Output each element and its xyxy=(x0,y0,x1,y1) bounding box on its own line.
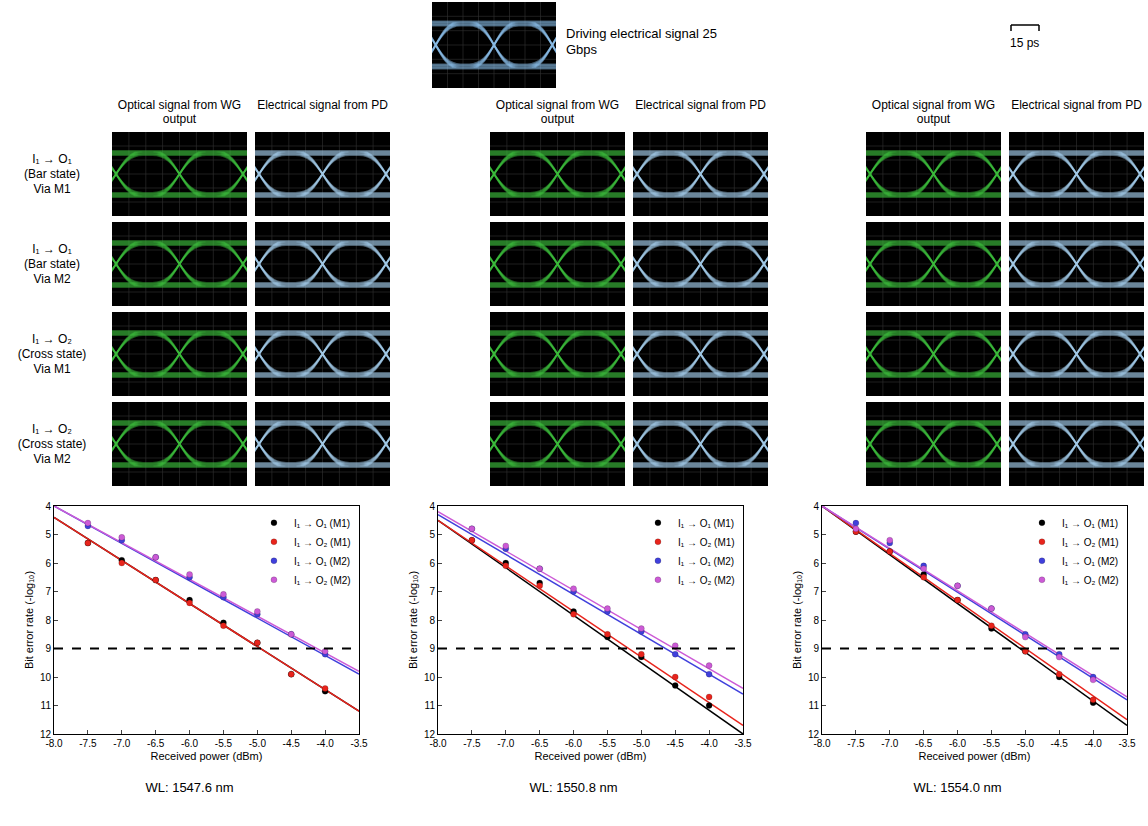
svg-text:Bit error rate (-log₁₀): Bit error rate (-log₁₀) xyxy=(791,571,803,669)
svg-text:-7.0: -7.0 xyxy=(113,738,131,749)
svg-text:8: 8 xyxy=(429,615,435,626)
svg-text:Received power (dBm): Received power (dBm) xyxy=(535,750,647,762)
svg-text:-4.0: -4.0 xyxy=(700,738,718,749)
html-text:WL: 1547.6 nm: WL: 1547.6 nm xyxy=(145,780,234,795)
svg-text:12: 12 xyxy=(40,729,52,740)
svg-text:I₁ → O₂ (M2): I₁ → O₂ (M2) xyxy=(294,575,351,586)
svg-text:-8.0: -8.0 xyxy=(813,738,831,749)
svg-text:12: 12 xyxy=(808,729,820,740)
html-text:Optical signal from WG output: Optical signal from WG output xyxy=(871,98,996,126)
svg-text:9: 9 xyxy=(45,643,51,654)
svg-text:-5.0: -5.0 xyxy=(1017,738,1035,749)
svg-text:9: 9 xyxy=(429,643,435,654)
svg-text:-6.5: -6.5 xyxy=(915,738,933,749)
html-text:(Cross state): (Cross state) xyxy=(17,436,87,451)
html-text:WL: 1554.0 nm: WL: 1554.0 nm xyxy=(913,780,1002,795)
svg-text:I₁ → O₁ (M1): I₁ → O₁ (M1) xyxy=(1062,518,1118,529)
html-text:Electrical signal from PD: Electrical signal from PD xyxy=(635,98,766,112)
svg-text:7: 7 xyxy=(813,586,819,597)
svg-text:-5.0: -5.0 xyxy=(249,738,267,749)
svg-text:-6.0: -6.0 xyxy=(565,738,583,749)
svg-text:Bit error rate (-log₁₀): Bit error rate (-log₁₀) xyxy=(23,571,35,669)
svg-text:4: 4 xyxy=(429,501,435,512)
svg-text:-7.0: -7.0 xyxy=(497,738,515,749)
svg-text:5: 5 xyxy=(45,529,51,540)
html-text:(Bar state): (Bar state) xyxy=(24,166,80,181)
svg-text:5: 5 xyxy=(813,529,819,540)
svg-text:6: 6 xyxy=(45,558,51,569)
svg-text:-3.5: -3.5 xyxy=(350,738,368,749)
svg-text:-5.0: -5.0 xyxy=(633,738,651,749)
html-text:I₁ → O₂: I₁ → O₂ xyxy=(32,421,72,436)
svg-text:10: 10 xyxy=(40,672,52,683)
html-text:(Cross state): (Cross state) xyxy=(17,346,87,361)
html-text:I₁ → O₂: I₁ → O₂ xyxy=(32,331,72,346)
svg-text:7: 7 xyxy=(429,586,435,597)
svg-text:-8.0: -8.0 xyxy=(429,738,447,749)
svg-text:11: 11 xyxy=(41,700,52,711)
svg-text:I₁ → O₂ (M2): I₁ → O₂ (M2) xyxy=(678,575,735,586)
svg-text:4: 4 xyxy=(45,501,51,512)
html-text:Via M2: Via M2 xyxy=(33,271,71,286)
svg-text:6: 6 xyxy=(429,558,435,569)
svg-text:-4.5: -4.5 xyxy=(1051,738,1069,749)
html-text:Driving electrical signal 25 G: Driving electrical signal 25 Gbps xyxy=(566,26,717,57)
html-text:WL: 1550.8 nm: WL: 1550.8 nm xyxy=(529,780,618,795)
svg-text:-8.0: -8.0 xyxy=(45,738,63,749)
svg-text:-3.5: -3.5 xyxy=(734,738,752,749)
html-text:Electrical signal from PD: Electrical signal from PD xyxy=(1011,98,1142,112)
svg-text:8: 8 xyxy=(813,615,819,626)
svg-text:6: 6 xyxy=(813,558,819,569)
svg-text:-4.0: -4.0 xyxy=(316,738,334,749)
svg-text:11: 11 xyxy=(809,700,820,711)
svg-text:-7.5: -7.5 xyxy=(847,738,865,749)
svg-text:-6.0: -6.0 xyxy=(949,738,967,749)
svg-text:8: 8 xyxy=(45,615,51,626)
svg-text:-5.5: -5.5 xyxy=(983,738,1001,749)
svg-text:7: 7 xyxy=(45,586,51,597)
svg-text:-6.5: -6.5 xyxy=(147,738,165,749)
html-text:I₁ → O₁: I₁ → O₁ xyxy=(32,151,72,166)
svg-text:I₁ → O₂ (M1): I₁ → O₂ (M1) xyxy=(294,537,351,548)
html-text:Optical signal from WG output: Optical signal from WG output xyxy=(117,98,242,126)
svg-text:Received power (dBm): Received power (dBm) xyxy=(151,750,263,762)
svg-text:-5.5: -5.5 xyxy=(215,738,233,749)
svg-text:10: 10 xyxy=(808,672,820,683)
svg-text:I₁ → O₁ (M2): I₁ → O₁ (M2) xyxy=(1062,556,1118,567)
svg-text:-7.5: -7.5 xyxy=(79,738,97,749)
svg-text:10: 10 xyxy=(424,672,436,683)
html-text:I₁ → O₁: I₁ → O₁ xyxy=(32,241,72,256)
svg-text:-4.0: -4.0 xyxy=(1084,738,1102,749)
svg-text:5: 5 xyxy=(429,529,435,540)
html-text:Via M1: Via M1 xyxy=(33,361,71,376)
html-text:(Bar state): (Bar state) xyxy=(24,256,80,271)
html-text:Optical signal from WG output: Optical signal from WG output xyxy=(495,98,620,126)
svg-text:I₁ → O₁ (M2): I₁ → O₁ (M2) xyxy=(294,556,350,567)
svg-text:Bit error rate (-log₁₀): Bit error rate (-log₁₀) xyxy=(407,571,419,669)
svg-text:I₁ → O₁ (M1): I₁ → O₁ (M1) xyxy=(294,518,350,529)
html-text:Via M1: Via M1 xyxy=(33,181,71,196)
svg-text:4: 4 xyxy=(813,501,819,512)
svg-text:-6.0: -6.0 xyxy=(181,738,199,749)
svg-text:-4.5: -4.5 xyxy=(283,738,301,749)
svg-text:-7.5: -7.5 xyxy=(463,738,481,749)
html-text:Via M2: Via M2 xyxy=(33,451,71,466)
svg-text:I₁ → O₂ (M1): I₁ → O₂ (M1) xyxy=(678,537,735,548)
svg-text:-6.5: -6.5 xyxy=(531,738,549,749)
svg-text:I₁ → O₁ (M2): I₁ → O₁ (M2) xyxy=(678,556,734,567)
svg-text:I₁ → O₁ (M1): I₁ → O₁ (M1) xyxy=(678,518,734,529)
html-text:15 ps: 15 ps xyxy=(1010,36,1040,50)
svg-text:9: 9 xyxy=(813,643,819,654)
svg-text:-3.5: -3.5 xyxy=(1118,738,1136,749)
svg-text:12: 12 xyxy=(424,729,436,740)
svg-text:-5.5: -5.5 xyxy=(599,738,617,749)
svg-text:Received power (dBm): Received power (dBm) xyxy=(919,750,1031,762)
svg-text:-7.0: -7.0 xyxy=(881,738,899,749)
svg-text:-4.5: -4.5 xyxy=(667,738,685,749)
svg-text:I₁ → O₂ (M2): I₁ → O₂ (M2) xyxy=(1062,575,1119,586)
svg-text:I₁ → O₂ (M1): I₁ → O₂ (M1) xyxy=(1062,537,1119,548)
html-text:Electrical signal from PD: Electrical signal from PD xyxy=(257,98,388,112)
svg-text:11: 11 xyxy=(425,700,436,711)
